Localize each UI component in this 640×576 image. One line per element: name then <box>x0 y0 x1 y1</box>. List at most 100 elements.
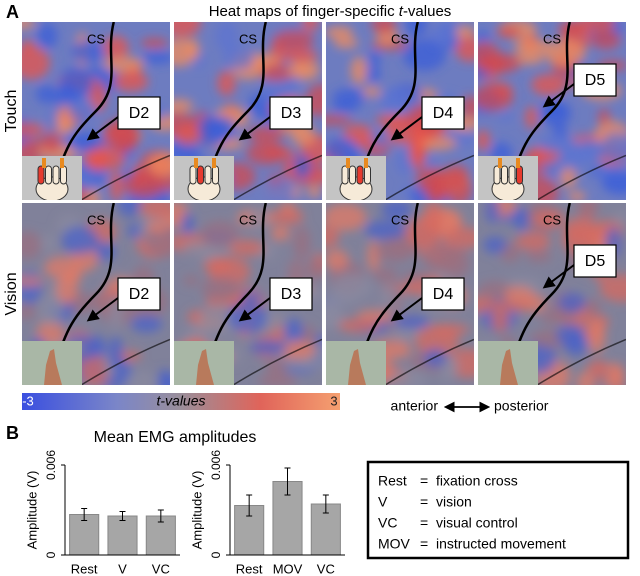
digit-box <box>421 96 465 130</box>
heat-blob <box>411 122 425 155</box>
heat-blob <box>270 225 290 241</box>
heat-blob <box>140 38 169 49</box>
heat-blob <box>545 39 586 68</box>
heat-blob <box>478 84 514 111</box>
hand-finger <box>212 165 219 185</box>
heat-blob <box>365 64 381 84</box>
heat-blob <box>531 73 567 96</box>
heat-blob <box>40 233 57 253</box>
heat-blob <box>478 129 491 151</box>
heat-blob <box>217 70 236 97</box>
heat-blob <box>22 122 45 137</box>
heat-blob <box>557 292 587 314</box>
heat-map: CS D5 <box>478 22 626 200</box>
heat-blob <box>22 46 50 80</box>
sulcus-lower <box>80 338 170 385</box>
sulcus-label: CS <box>543 212 561 227</box>
heat-blob <box>402 39 446 71</box>
sulcus-lower <box>536 338 626 385</box>
heat-blob <box>580 22 616 32</box>
heat-blob <box>567 191 587 200</box>
digit-box <box>573 244 617 278</box>
heat-blob <box>326 25 354 39</box>
hand-finger <box>341 165 349 185</box>
sulcus-label: CS <box>239 31 257 46</box>
colorbar <box>22 393 340 410</box>
pointer-arrow <box>542 264 575 289</box>
heat-blob <box>381 203 413 220</box>
heat-blob <box>478 31 490 42</box>
direction-label: anterior <box>391 398 439 414</box>
heat-blob <box>108 336 124 368</box>
sulcus-lower <box>384 154 474 200</box>
hand-finger <box>508 165 516 185</box>
y-tick-label: 0.006 <box>44 450 58 480</box>
heat-blob <box>587 320 606 354</box>
heat-blob <box>215 22 239 52</box>
x-tick-label: VC <box>317 561 335 576</box>
heat-blob <box>576 371 595 385</box>
heat-blob <box>599 274 626 303</box>
hand-marker <box>60 158 64 168</box>
heat-blobs <box>326 22 474 200</box>
x-tick-label: Rest <box>71 561 98 576</box>
heat-blob <box>483 236 507 254</box>
digit-box <box>573 63 617 97</box>
heat-blob <box>145 222 169 233</box>
heat-blob <box>93 242 116 261</box>
heat-blob <box>326 225 340 248</box>
heat-blob <box>59 67 93 100</box>
heat-blob <box>599 133 626 163</box>
hand-marker <box>346 158 350 168</box>
x-tick-label: V <box>118 561 127 576</box>
sulcus-lower <box>384 338 474 385</box>
heat-blob <box>393 315 430 330</box>
heat-blob <box>455 25 474 40</box>
digit-label: D2 <box>129 105 150 122</box>
sulcus-label: CS <box>239 212 257 227</box>
heat-blob <box>417 136 457 151</box>
heat-blob <box>246 141 287 166</box>
hand-marker <box>42 158 46 168</box>
heat-blob <box>246 126 285 142</box>
heat-blob <box>380 286 397 309</box>
heat-blob <box>525 105 538 130</box>
heat-blob <box>497 111 514 122</box>
heat-blob <box>591 29 621 50</box>
heat-blob <box>283 49 319 63</box>
heat-blob <box>326 203 367 231</box>
heat-blob <box>265 179 295 200</box>
heat-blob <box>130 315 163 333</box>
digit-label: D5 <box>585 72 606 89</box>
heat-blob <box>174 22 202 38</box>
heat-blob <box>291 127 316 146</box>
title-part: Heat maps of finger-specific <box>209 3 399 20</box>
pointer-arrow <box>86 297 119 322</box>
heat-map: CS D3 <box>174 203 322 385</box>
heat-blob <box>563 217 596 243</box>
heat-blob <box>147 152 170 177</box>
heat-blob <box>455 36 474 62</box>
row-label: Touch <box>3 90 20 133</box>
pointing-hand <box>500 349 518 385</box>
heat-blob <box>424 156 437 170</box>
sulcus-label: CS <box>543 31 561 46</box>
heat-blob <box>585 298 601 317</box>
heat-blob <box>364 220 408 240</box>
heat-blob <box>576 203 599 219</box>
heat-map: CS D2 <box>22 22 170 200</box>
y-tick-label: 0 <box>44 551 58 558</box>
digit-box <box>117 277 161 311</box>
legend-description: vision <box>436 494 472 510</box>
heat-blob <box>478 296 498 313</box>
heat-blob <box>113 71 149 92</box>
pointing-hand <box>44 349 62 385</box>
hand-finger <box>37 165 45 185</box>
heat-blob <box>183 275 199 286</box>
heat-blob <box>287 64 310 78</box>
legend-description: fixation cross <box>436 473 518 489</box>
heat-blob <box>284 318 304 345</box>
y-axis-label: Amplitude (V) <box>189 471 204 550</box>
y-tick-label: 0 <box>209 551 223 558</box>
